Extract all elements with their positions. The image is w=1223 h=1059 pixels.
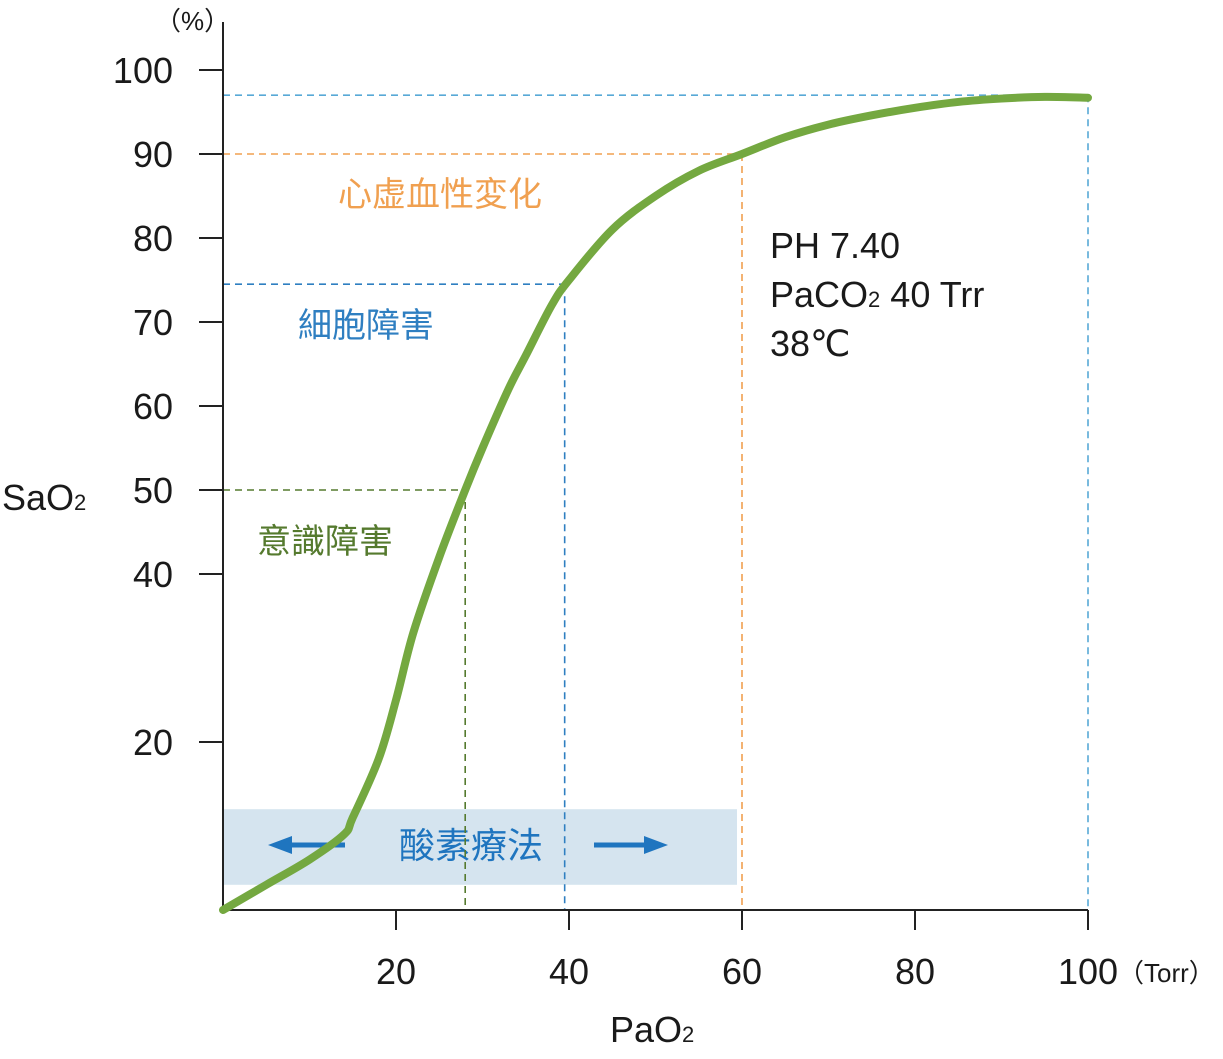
y-axis-ticks: 20 40 50 60 70 80 90 100 xyxy=(113,50,223,763)
oxygen-therapy-label: 酸素療法 xyxy=(399,826,543,867)
y-axis-unit: （%） xyxy=(155,6,230,36)
x-tick-label: 80 xyxy=(895,951,935,992)
x-axis-ticks: 20 40 60 80 100 xyxy=(376,910,1118,992)
y-tick-label: 50 xyxy=(133,470,173,511)
y-tick-label: 70 xyxy=(133,302,173,343)
y-axis-label-main: SaO xyxy=(2,477,74,518)
label-consciousness-disorder: 意識障害 xyxy=(257,522,393,562)
y-tick-label: 90 xyxy=(133,134,173,175)
condition-temperature: 38℃ xyxy=(770,323,850,364)
right-arrow-icon xyxy=(594,836,668,854)
y-tick-label: 80 xyxy=(133,218,173,259)
condition-ph: PH 7.40 xyxy=(770,225,900,266)
label-cell-damage: 細胞障害 xyxy=(298,306,434,346)
y-tick-label: 20 xyxy=(133,722,173,763)
x-axis-label-sub: 2 xyxy=(682,1022,694,1047)
condition-paco2: PaCO2 40 Trr xyxy=(770,274,984,315)
x-axis-label-main: PaO xyxy=(610,1009,682,1050)
condition-paco2-rest: 40 Trr xyxy=(880,274,984,315)
x-axis-unit: （Torr） xyxy=(1118,958,1215,988)
condition-paco2-main: PaCO xyxy=(770,274,868,315)
x-axis-label: PaO2 xyxy=(610,1009,694,1050)
x-tick-label: 20 xyxy=(376,951,416,992)
x-tick-label: 60 xyxy=(722,951,762,992)
x-tick-label: 40 xyxy=(549,951,589,992)
y-axis-label-sub: 2 xyxy=(74,490,86,515)
reference-lines xyxy=(223,94,1089,910)
y-tick-label: 60 xyxy=(133,386,173,427)
condition-paco2-sub: 2 xyxy=(868,287,880,312)
y-axis-label: SaO2 xyxy=(2,477,86,518)
label-heart-ischemic-change: 心虚血性変化 xyxy=(338,175,542,215)
series-line xyxy=(219,92,1092,914)
y-tick-label: 40 xyxy=(133,554,173,595)
y-tick-label: 100 xyxy=(113,50,173,91)
x-tick-label: 100 xyxy=(1058,951,1118,992)
